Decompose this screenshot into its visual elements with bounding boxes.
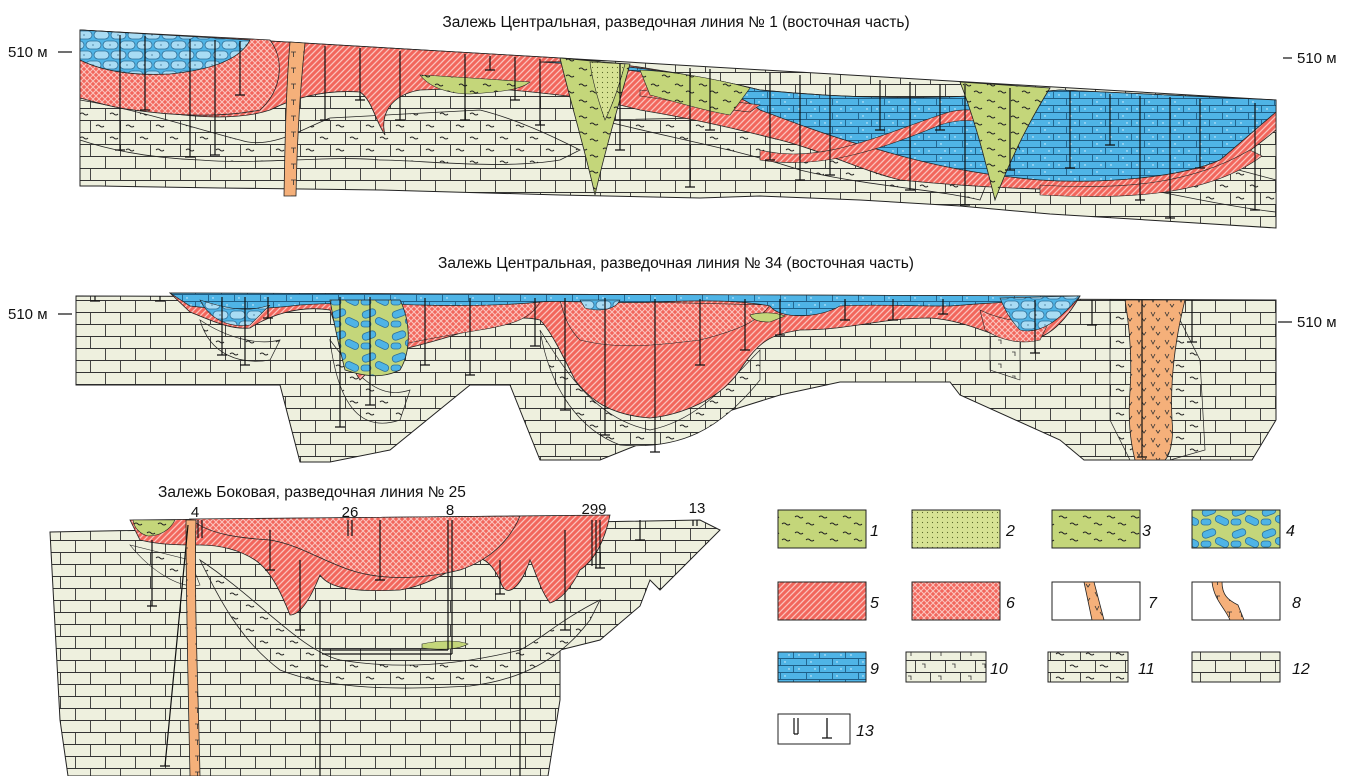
legend-swatch: [777, 581, 867, 621]
section-1-title: Залежь Центральная, разведочная линия № …: [442, 14, 909, 31]
section-2-elev-right: 510 м: [1297, 314, 1337, 331]
legend-swatch: [1191, 509, 1281, 549]
legend-swatch: [1191, 581, 1281, 621]
section-line-34: Залежь Центральная, разведочная линия № …: [8, 255, 1337, 463]
section-3-title: Залежь Боковая, разведочная линия № 25: [158, 484, 466, 501]
legend-label: 11: [1138, 661, 1155, 678]
legend-label: 5: [870, 595, 879, 612]
legend-label: 2: [1005, 523, 1015, 540]
legend-swatch: [911, 509, 1001, 549]
legend-label: 1: [870, 523, 879, 540]
legend: 1 2 3 4 5 6 7 8 9 10 11 12: [777, 509, 1310, 745]
well-label: 13: [689, 500, 706, 517]
legend-label: 9: [870, 661, 879, 678]
legend-label: 13: [856, 723, 874, 740]
legend-label: 10: [990, 661, 1008, 678]
legend-swatch: [1047, 651, 1129, 683]
section-1-elev-right: 510 м: [1297, 50, 1337, 67]
legend-swatch: [777, 509, 867, 549]
legend-label: 3: [1142, 523, 1151, 540]
section-2-elev-left: 510 м: [8, 306, 48, 323]
well-label: 299: [581, 501, 606, 518]
legend-swatch: [1191, 651, 1281, 683]
well-label: 4: [191, 504, 199, 521]
legend-swatch: [905, 651, 987, 683]
legend-label: 7: [1148, 595, 1158, 612]
legend-label: 8: [1292, 595, 1301, 612]
legend-swatch: [1051, 581, 1141, 621]
well-label: 26: [342, 504, 359, 521]
well-label: 8: [446, 502, 454, 519]
legend-swatch: [1051, 509, 1141, 549]
legend-label: 12: [1292, 661, 1310, 678]
legend-label: 6: [1006, 595, 1015, 612]
legend-label: 4: [1286, 523, 1295, 540]
section-line-1: Залежь Центральная, разведочная линия № …: [8, 14, 1337, 229]
legend-swatch: [777, 713, 851, 745]
section-2-title: Залежь Центральная, разведочная линия № …: [438, 255, 914, 272]
section-1-elev-left: 510 м: [8, 44, 48, 61]
legend-swatch: [777, 651, 867, 683]
section-line-25: Залежь Боковая, разведочная линия № 25: [49, 484, 721, 776]
legend-swatch: [911, 581, 1001, 621]
